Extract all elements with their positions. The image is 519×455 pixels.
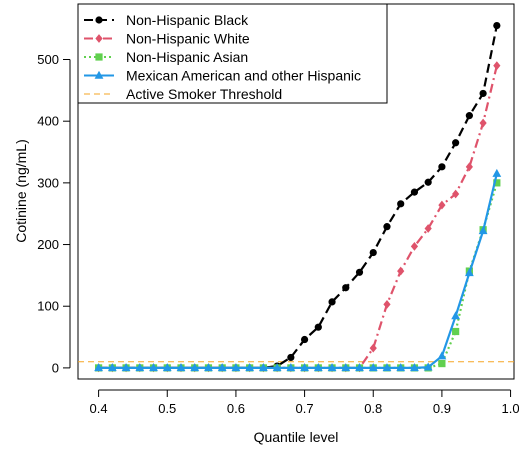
data-point (424, 178, 432, 186)
data-point (397, 200, 405, 208)
legend-label: Non-Hispanic Asian (126, 49, 248, 65)
legend-box (77, 3, 388, 104)
data-point (438, 359, 446, 368)
data-point (478, 226, 488, 235)
data-point (162, 363, 172, 372)
data-point (176, 363, 186, 372)
data-point (107, 363, 117, 372)
data-point (258, 363, 268, 372)
legend-label: Non-Hispanic Black (126, 12, 249, 28)
x-axis-label: Quantile level (254, 429, 339, 445)
data-point (493, 21, 501, 30)
series-line (98, 65, 498, 369)
data-point (452, 139, 460, 147)
data-point (410, 188, 419, 196)
data-point (314, 323, 322, 331)
x-tick-label: 0.9 (433, 401, 451, 416)
data-point (245, 363, 255, 372)
data-point (452, 189, 460, 199)
data-point (493, 61, 501, 71)
data-point (382, 363, 392, 372)
x-tick-label: 0.6 (227, 401, 245, 416)
legend-marker (95, 53, 103, 61)
data-point (423, 362, 433, 371)
y-tick-label: 0 (52, 360, 59, 375)
data-point (300, 335, 309, 344)
series-line (98, 173, 498, 369)
data-point (452, 327, 460, 336)
axes-layer: 0.4 0.5 0.6 0.7 0.8 0.9 1.0 0 100 200 300 400 500 (37, 52, 519, 416)
data-point (328, 298, 336, 306)
data-point (493, 179, 501, 187)
data-point (272, 363, 282, 372)
data-point (410, 241, 419, 251)
data-point (204, 363, 213, 372)
data-point (342, 284, 350, 292)
data-point (121, 363, 131, 372)
x-tick-label: 0.8 (364, 401, 382, 416)
data-point (231, 363, 241, 372)
y-tick-label: 200 (37, 237, 59, 252)
data-point (190, 363, 200, 372)
y-tick-label: 100 (37, 299, 59, 314)
series-group (94, 168, 502, 372)
data-point (368, 363, 378, 372)
data-point (438, 200, 446, 210)
data-point (313, 363, 323, 372)
data-point (424, 224, 432, 233)
data-point (341, 363, 351, 372)
data-point (397, 266, 405, 276)
data-point (396, 363, 406, 372)
data-point (217, 363, 227, 372)
legend-marker (95, 16, 103, 24)
data-point (286, 363, 296, 372)
data-point (464, 268, 474, 277)
data-point (465, 162, 473, 172)
data-point (451, 311, 461, 320)
y-tick-label: 400 (37, 114, 59, 129)
series-line (98, 182, 498, 369)
data-point (438, 163, 446, 171)
data-point (437, 351, 447, 360)
y-tick-label: 500 (37, 52, 59, 67)
data-point (369, 343, 377, 353)
data-point (355, 268, 364, 276)
y-axis-label: Cotinine (ng/mL) (13, 139, 29, 243)
data-point (287, 353, 295, 362)
data-point (479, 89, 487, 98)
legend-label: Mexican American and other Hispanic (126, 68, 361, 84)
data-point (479, 118, 487, 128)
data-point (135, 363, 145, 372)
data-point (465, 112, 473, 120)
x-tick-label: 0.4 (90, 401, 108, 416)
data-point (383, 299, 391, 309)
legend-label: Non-Hispanic White (126, 31, 250, 47)
data-point (300, 363, 309, 372)
data-point (149, 363, 158, 372)
data-point (327, 363, 337, 372)
legend-marker (94, 70, 104, 79)
x-tick-label: 0.7 (296, 401, 314, 416)
legend-label: Active Smoker Threshold (126, 86, 282, 102)
series-group (94, 61, 501, 373)
data-point (94, 363, 103, 372)
data-point (383, 223, 391, 231)
data-point (410, 363, 419, 372)
legend: Non-Hispanic Black Non-Hispanic White Non-… (77, 3, 388, 104)
x-tick-label: 0.5 (158, 401, 176, 416)
series-layer (78, 21, 514, 373)
data-point (492, 168, 502, 177)
data-point (369, 248, 377, 257)
y-tick-label: 300 (37, 175, 59, 190)
legend-marker (95, 34, 103, 43)
data-point (355, 363, 364, 372)
x-tick-label: 1.0 (502, 401, 519, 416)
